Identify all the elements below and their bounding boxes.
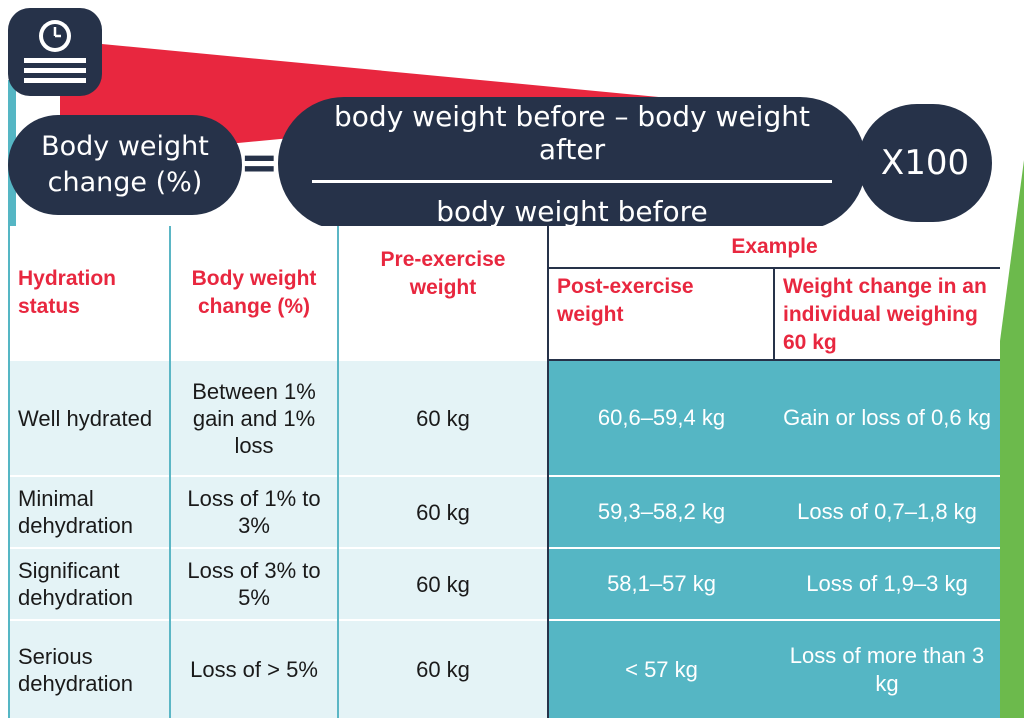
header-hydration-status: Hydration status [10,226,171,360]
formula-fraction: body weight before – body weight after b… [278,97,866,230]
cell-change: Loss of 3% to 5% [170,547,339,620]
formula-multiplier: X100 [858,104,992,222]
cell-example-change: Loss of 0,7–1,8 kg [774,475,1001,548]
cell-post: 59,3–58,2 kg [547,475,774,548]
cell-status: Significant dehydration [10,547,171,620]
cell-pre: 60 kg [338,359,548,476]
cell-status: Serious dehydration [10,619,171,718]
header-body-weight-change: Body weight change (%) [170,226,339,360]
cell-change: Loss of > 5% [170,619,339,718]
formula-lhs: Body weight change (%) [8,115,242,215]
cell-example-change: Loss of more than 3 kg [774,619,1001,718]
cell-example-change: Gain or loss of 0,6 kg [774,359,1001,476]
cell-pre: 60 kg [338,547,548,620]
formula-numerator: body weight before – body weight after [312,100,832,183]
cell-change: Between 1% gain and 1% loss [170,359,339,476]
cell-pre: 60 kg [338,619,548,718]
bathroom-scale-icon [8,8,102,96]
cell-status: Well hydrated [10,359,171,476]
table-row: Significant dehydration Loss of 3% to 5%… [10,547,1001,620]
cell-change: Loss of 1% to 3% [170,475,339,548]
formula-lhs-line1: Body weight [41,131,209,162]
cell-pre: 60 kg [338,475,548,548]
cell-example-change: Loss of 1,9–3 kg [774,547,1001,620]
cell-post: 60,6–59,4 kg [547,359,774,476]
header-pre-exercise: Pre-exercise weight [338,226,548,360]
table-row: Serious dehydration Loss of > 5% 60 kg <… [10,619,1001,718]
cell-post: < 57 kg [547,619,774,718]
header-post-exercise: Post-exercise weight [547,268,775,361]
table-row: Well hydrated Between 1% gain and 1% los… [10,359,1001,476]
header-example: Example [546,226,1001,269]
formula-lhs-line2: change (%) [47,167,203,198]
hydration-table: Hydration status Body weight change (%) … [10,226,1001,718]
formula-equals: = [240,135,279,189]
cell-post: 58,1–57 kg [547,547,774,620]
formula-denominator: body weight before [436,194,708,228]
header-weight-change: Weight change in an individual weighing … [774,268,1001,361]
table-row: Minimal dehydration Loss of 1% to 3% 60 … [10,475,1001,548]
cell-status: Minimal dehydration [10,475,171,548]
